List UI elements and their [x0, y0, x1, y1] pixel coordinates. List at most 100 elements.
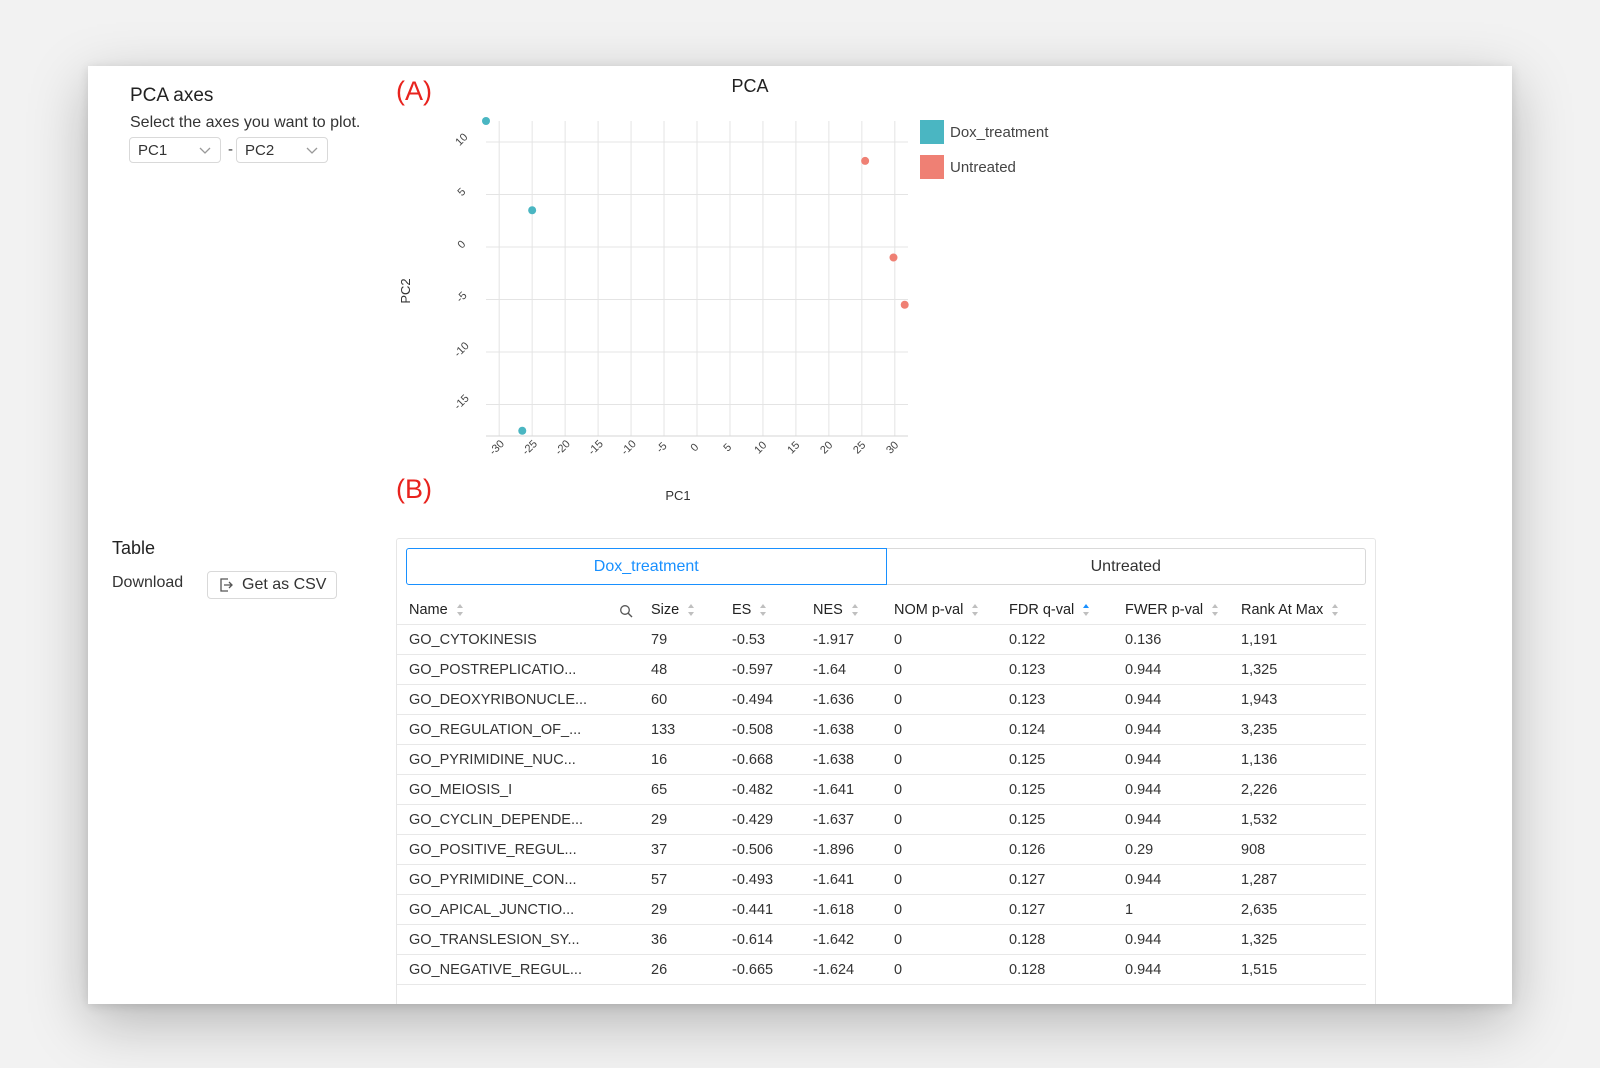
table-cell: 37 [639, 834, 720, 865]
table-row[interactable]: GO_POSTREPLICATIO... 48 -0.597 -1.64 0 0.123 0… [397, 654, 1366, 685]
table-row[interactable]: GO_PYRIMIDINE_NUC... 16 -0.668 -1.638 0 0.125… [397, 744, 1366, 775]
sort-icon[interactable] [456, 603, 464, 617]
table-cell: 48 [639, 654, 720, 685]
y-tick-label: 5 [455, 186, 468, 199]
table-cell: GO_PYRIMIDINE_CON... [397, 864, 639, 895]
table-cell: GO_POSITIVE_REGUL... [397, 834, 639, 865]
x-tick-label: 5 [721, 441, 734, 454]
table-cell: 1,136 [1229, 744, 1366, 775]
table-row[interactable]: GO_DEOXYRIBONUCLE... 60 -0.494 -1.636 0 0.123… [397, 684, 1366, 715]
sort-icon[interactable] [687, 603, 695, 617]
scatter-point [528, 206, 537, 215]
table-cell: 0 [882, 744, 997, 775]
x-tick-labels: -30 -25 -20 -15 -10 -5 0 5 10 15 20 25 30 [487, 438, 901, 458]
y-axis-select-value: PC2 [245, 142, 275, 159]
y-tick-label: 0 [455, 238, 468, 251]
table-cell: 1,515 [1229, 954, 1366, 985]
x-tick-label: 0 [688, 441, 701, 454]
table-cell: 0.126 [997, 834, 1113, 865]
column-header[interactable]: NOM p-val [882, 596, 997, 625]
x-axis-select[interactable]: PC1 [129, 137, 221, 163]
chevron-down-icon [199, 147, 211, 154]
table-cell: -0.597 [720, 654, 801, 685]
table-row[interactable]: GO_POSITIVE_REGUL... 37 -0.506 -1.896 0 0.126… [397, 834, 1366, 865]
table-cell: GO_CYCLIN_DEPENDE... [397, 804, 639, 835]
table-cell: -1.896 [801, 834, 882, 865]
table-row[interactable]: GO_APICAL_JUNCTIO... 29 -0.441 -1.618 0 0.127… [397, 894, 1366, 925]
table-cell: 0 [882, 684, 997, 715]
sort-icon[interactable] [1331, 603, 1339, 617]
table-cell: 29 [639, 804, 720, 835]
figure-label-b: (B) [396, 474, 432, 504]
table-cell: 0 [882, 864, 997, 895]
table-cell: -0.668 [720, 744, 801, 775]
column-header-inner: Rank At Max [1241, 602, 1366, 618]
x-tick-label: 20 [818, 439, 835, 456]
tab-dox-treatment[interactable]: Dox_treatment [406, 548, 887, 585]
table-cell: -0.493 [720, 864, 801, 895]
x-tick-label: -30 [487, 438, 507, 458]
table-cell: 0.29 [1113, 834, 1229, 865]
table-cell: 0.124 [997, 714, 1113, 745]
column-header[interactable]: NES [801, 596, 882, 625]
sort-icon[interactable] [1082, 603, 1090, 617]
get-as-csv-button[interactable]: Get as CSV [207, 571, 337, 599]
table-cell: -1.642 [801, 924, 882, 955]
table-cell: -0.614 [720, 924, 801, 955]
column-header[interactable]: Size [639, 596, 720, 625]
column-header[interactable]: Rank At Max [1229, 596, 1366, 625]
table-cell: -1.641 [801, 774, 882, 805]
column-header[interactable]: FDR q-val [997, 596, 1113, 625]
table-cell: 1,943 [1229, 684, 1366, 715]
x-tick-label: -5 [654, 440, 669, 455]
pca-chart: PCA -30 -25 -20 -15 -10 -5 0 5 10 15 20 25 30 -15 -10… [398, 76, 1049, 503]
pca-axes-title: PCA axes [130, 85, 214, 106]
table-cell: 16 [639, 744, 720, 775]
sort-icon[interactable] [851, 603, 859, 617]
table-cell: -1.618 [801, 894, 882, 925]
legend-label: Untreated [950, 159, 1016, 176]
chart-title: PCA [731, 76, 768, 96]
table-row[interactable]: GO_NEGATIVE_REGUL... 26 -0.665 -1.624 0 0.128… [397, 954, 1366, 985]
column-header-inner: Size [651, 602, 720, 618]
table-cell: 2,226 [1229, 774, 1366, 805]
table-cell: 0.944 [1113, 924, 1229, 955]
y-axis-select[interactable]: PC2 [236, 137, 328, 163]
column-header[interactable]: ES [720, 596, 801, 625]
x-tick-label: 15 [785, 439, 802, 456]
table-row[interactable]: GO_CYCLIN_DEPENDE... 29 -0.429 -1.637 0 0.125… [397, 804, 1366, 835]
table-cell: 0.128 [997, 924, 1113, 955]
table-cell: 29 [639, 894, 720, 925]
table-row[interactable]: GO_PYRIMIDINE_CON... 57 -0.493 -1.641 0 0.127… [397, 864, 1366, 895]
x-tick-label: -15 [586, 438, 606, 458]
table-row[interactable]: GO_MEIOSIS_I 65 -0.482 -1.641 0 0.125 0.944 2,2… [397, 774, 1366, 805]
table-cell: 0.125 [997, 774, 1113, 805]
table-cell: -0.506 [720, 834, 801, 865]
table-cell: 0.125 [997, 804, 1113, 835]
results-table-panel: Dox_treatment Untreated Name Size ES NES NOM… [396, 538, 1376, 1004]
x-tick-label: -10 [619, 438, 639, 458]
table-row[interactable]: GO_CYTOKINESIS 79 -0.53 -1.917 0 0.122 0.136 1,… [397, 624, 1366, 655]
column-header[interactable]: Name [397, 596, 639, 625]
export-icon [220, 578, 233, 592]
table-cell: -1.624 [801, 954, 882, 985]
app-card: PCA axes Select the axes you want to plo… [88, 66, 1512, 1004]
table-cell: -0.441 [720, 894, 801, 925]
tab-untreated[interactable]: Untreated [886, 548, 1366, 585]
scatter-point [482, 117, 490, 125]
table-cell: 79 [639, 624, 720, 655]
table-row[interactable]: GO_REGULATION_OF_... 133 -0.508 -1.638 0 0.12… [397, 714, 1366, 745]
column-header[interactable]: FWER p-val [1113, 596, 1229, 625]
scatter-point [889, 253, 898, 262]
table-row[interactable]: GO_TRANSLESION_SY... 36 -0.614 -1.642 0 0.128… [397, 924, 1366, 955]
search-icon[interactable] [619, 604, 633, 618]
table-cell: GO_NEGATIVE_REGUL... [397, 954, 639, 985]
column-header-label: FWER p-val [1125, 602, 1204, 618]
sort-icon[interactable] [759, 603, 767, 617]
sort-icon[interactable] [971, 603, 979, 617]
table-cell: 0.125 [997, 744, 1113, 775]
column-header-inner: NES [813, 602, 882, 618]
table-cell: 1,532 [1229, 804, 1366, 835]
table-cell: -0.508 [720, 714, 801, 745]
sort-icon[interactable] [1211, 603, 1219, 617]
